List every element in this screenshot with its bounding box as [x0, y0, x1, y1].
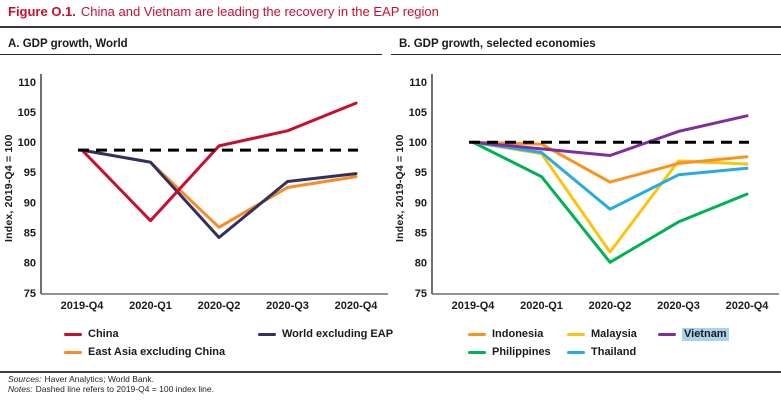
panel-a-header: A. GDP growth, World: [8, 38, 128, 50]
legend-swatch-indonesia: [468, 332, 486, 337]
panel-b-header-rule: [391, 54, 781, 55]
panel-b-legend: Indonesia Malaysia Vietnam Philippines Thail…: [468, 327, 729, 360]
legend-item-indonesia: Indonesia: [468, 327, 567, 342]
chart-panel-b: 110 105 100 95 90 85 80 75 2019-Q4 2020-Q1 2020-Q2…: [409, 74, 779, 312]
figure-label: Figure O.1.: [8, 4, 76, 19]
sources-text: Haver Analytics; World Bank.: [44, 374, 154, 384]
legend-label-malaysia: Malaysia: [591, 328, 637, 340]
sources-label: Sources:: [8, 374, 42, 384]
legend-swatch-philippines: [468, 350, 486, 355]
y-tick-label: 90: [415, 197, 427, 209]
legend-item-vietnam: Vietnam: [658, 327, 729, 342]
y-tick-label: 110: [409, 77, 427, 89]
legend-label-world-excluding-eap: World excluding EAP: [282, 328, 394, 340]
x-tick-label: 2020-Q1: [520, 300, 563, 312]
legend-label-indonesia: Indonesia: [492, 328, 544, 340]
y-tick-label: 95: [24, 167, 36, 179]
x-tick-label: 2020-Q4: [726, 300, 770, 312]
y-tick-label: 100: [18, 137, 36, 149]
figure-title-text: China and Vietnam are leading the recove…: [80, 4, 439, 19]
series-line-malaysia: [471, 140, 749, 254]
panel-b-header: B. GDP growth, selected economies: [399, 38, 596, 50]
series-line-east-asia-excluding-china: [80, 148, 358, 229]
y-tick-label: 75: [415, 288, 427, 300]
panel-a-legend: China World excluding EAP East Asia exclud…: [64, 327, 393, 360]
legend-label-vietnam: Vietnam: [682, 328, 729, 341]
legend-label-thailand: Thailand: [591, 346, 637, 358]
notes-text: Dashed line refers to 2019-Q4 = 100 inde…: [35, 384, 214, 394]
x-tick-label: 2020-Q3: [657, 300, 700, 312]
legend-item-east-asia-excluding-china: East Asia excluding China: [64, 345, 258, 360]
y-tick-label: 95: [415, 167, 427, 179]
series-line-world-excluding-eap: [80, 148, 358, 239]
figure-title: Figure O.1. China and Vietnam are leading…: [8, 4, 439, 19]
y-tick-label: 80: [415, 258, 427, 270]
series-line-indonesia: [471, 140, 749, 184]
y-tick-label: 110: [18, 77, 36, 89]
series-line-thailand: [471, 140, 749, 211]
y-tick-label: 85: [24, 228, 36, 240]
legend-item-malaysia: Malaysia: [567, 327, 658, 342]
legend-label-east-asia-excluding-china: East Asia excluding China: [88, 346, 226, 358]
y-tick-label: 85: [415, 228, 427, 240]
x-tick-label: 2020-Q2: [589, 300, 632, 312]
legend-item-thailand: Thailand: [567, 345, 658, 360]
legend-swatch-vietnam: [658, 332, 676, 337]
x-tick-label: 2020-Q3: [266, 300, 309, 312]
legend-item-world-excluding-eap: World excluding EAP: [258, 327, 393, 342]
x-tick-label: 2020-Q1: [129, 300, 172, 312]
y-tick-label: 80: [24, 258, 36, 270]
legend-swatch-china: [64, 332, 82, 337]
y-tick-label: 100: [409, 137, 427, 149]
x-tick-label: 2019-Q4: [61, 300, 105, 312]
legend-swatch-malaysia: [567, 332, 585, 337]
series-line-china: [80, 101, 358, 223]
panel-a-header-rule: [0, 54, 382, 55]
x-tick-label: 2020-Q4: [335, 300, 379, 312]
y-tick-label: 75: [24, 288, 36, 300]
x-tick-label: 2020-Q2: [198, 300, 241, 312]
title-divider: [0, 26, 781, 28]
sources-line: Sources: Haver Analytics; World Bank.: [8, 374, 154, 384]
y-tick-label: 105: [409, 107, 427, 119]
legend-swatch-thailand: [567, 350, 585, 355]
legend-swatch-world-excluding-eap: [258, 332, 276, 337]
x-tick-label: 2019-Q4: [452, 300, 496, 312]
y-tick-label: 90: [24, 197, 36, 209]
legend-item-china: China: [64, 327, 258, 342]
notes-label: Notes:: [8, 384, 33, 394]
y-tick-label: 105: [18, 107, 36, 119]
series-line-philippines: [471, 140, 749, 264]
series-line-vietnam: [471, 114, 749, 157]
footer-divider: [0, 371, 781, 373]
legend-label-philippines: Philippines: [492, 346, 551, 358]
legend-item-philippines: Philippines: [468, 345, 567, 360]
chart-panel-a: 110 105 100 95 90 85 80 75 2019-Q4 2020-Q1 2020-Q2…: [18, 74, 388, 312]
legend-swatch-east-asia-excluding-china: [64, 350, 82, 355]
notes-line: Notes: Dashed line refers to 2019-Q4 = 10…: [8, 384, 214, 394]
legend-label-china: China: [88, 328, 119, 340]
